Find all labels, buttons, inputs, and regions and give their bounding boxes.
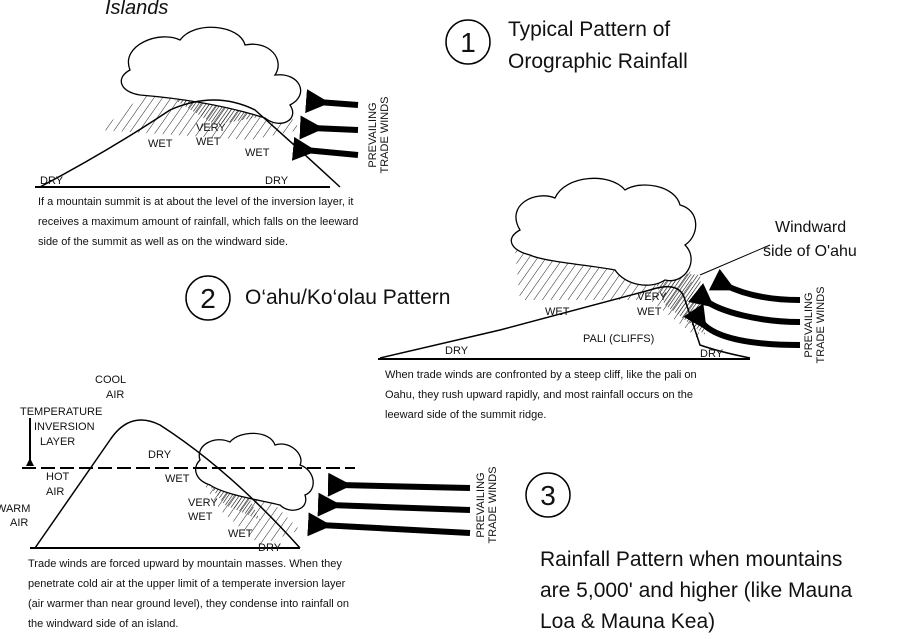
label: WET — [148, 138, 173, 150]
label: DRY — [258, 542, 282, 554]
label: VERY — [196, 122, 226, 134]
caption: the windward side of an island. — [28, 618, 178, 630]
wind-arrow — [725, 285, 800, 300]
label: VERY — [637, 291, 667, 303]
winds-label: PREVAILING — [803, 292, 815, 357]
wind-arrow — [330, 505, 470, 510]
wind-arrow — [312, 128, 358, 130]
panel-title: are 5,000' and higher (like Mauna — [540, 579, 853, 602]
label: DRY — [148, 449, 172, 461]
annotation: Windward — [775, 219, 846, 236]
winds-label: PREVAILING — [475, 472, 487, 537]
winds-label: PREVAILING — [367, 102, 379, 167]
label: WET — [545, 306, 570, 318]
label: INVERSION — [34, 421, 95, 433]
label: DRY — [265, 175, 289, 187]
label: WET — [188, 511, 213, 523]
panel-number: 3 — [540, 480, 556, 511]
label: AIR — [10, 517, 28, 529]
header-title: Islands — [105, 0, 168, 19]
caption: leeward side of the summit ridge. — [385, 409, 546, 421]
caption: If a mountain summit is at about the lev… — [38, 196, 354, 208]
label: DRY — [445, 345, 469, 357]
panel-number: 1 — [460, 27, 476, 58]
label: PALI (CLIFFS) — [583, 333, 654, 345]
caption: When trade winds are confronted by a ste… — [385, 369, 697, 381]
caption: penetrate cold air at the upper limit of… — [28, 578, 346, 590]
label: AIR — [46, 486, 64, 498]
label: LAYER — [40, 436, 75, 448]
panel-2: 2 O‘ahu/Ko‘olau Pattern Windward side of… — [186, 178, 857, 421]
caption: side of the summit as well as on the win… — [38, 236, 288, 248]
wind-arrow — [320, 525, 470, 533]
pointer-line — [700, 245, 770, 275]
caption: Oahu, they rush upward rapidly, and most… — [385, 389, 693, 401]
label: WARM — [0, 503, 30, 515]
winds-label: TRADE WINDS — [815, 287, 827, 364]
panel-title: Typical Pattern of — [508, 18, 670, 41]
diagram: Islands 1 Typical Pattern of Orographic … — [0, 0, 914, 639]
winds-label: TRADE WINDS — [487, 467, 499, 544]
panel-title: Loa & Mauna Kea) — [540, 610, 715, 633]
label: COOL — [95, 374, 126, 386]
wind-arrow — [305, 150, 358, 155]
annotation: side of O'ahu — [763, 243, 857, 260]
caption: Trade winds are forced upward by mountai… — [28, 558, 342, 570]
wind-arrow — [340, 485, 470, 488]
label: WET — [228, 528, 253, 540]
winds-label: TRADE WINDS — [379, 97, 391, 174]
caption: (air warmer than near ground level), the… — [28, 598, 349, 610]
label: WET — [165, 473, 190, 485]
label: HOT — [46, 471, 70, 483]
panel-title: Rainfall Pattern when mountains — [540, 548, 842, 571]
wind-arrow — [318, 102, 358, 105]
panel-number: 2 — [200, 283, 216, 314]
label: TEMPERATURE — [20, 406, 102, 418]
label: DRY — [700, 348, 724, 360]
label: VERY — [188, 497, 218, 509]
label: DRY — [40, 175, 64, 187]
caption: receives a maximum amount of rainfall, w… — [38, 216, 358, 228]
label: AIR — [106, 389, 124, 401]
label: WET — [245, 147, 270, 159]
panel-title: O‘ahu/Ko‘olau Pattern — [245, 286, 450, 309]
wind-arrow — [705, 300, 800, 322]
label: WET — [637, 306, 662, 318]
panel-title: Orographic Rainfall — [508, 50, 688, 73]
label: WET — [196, 136, 221, 148]
